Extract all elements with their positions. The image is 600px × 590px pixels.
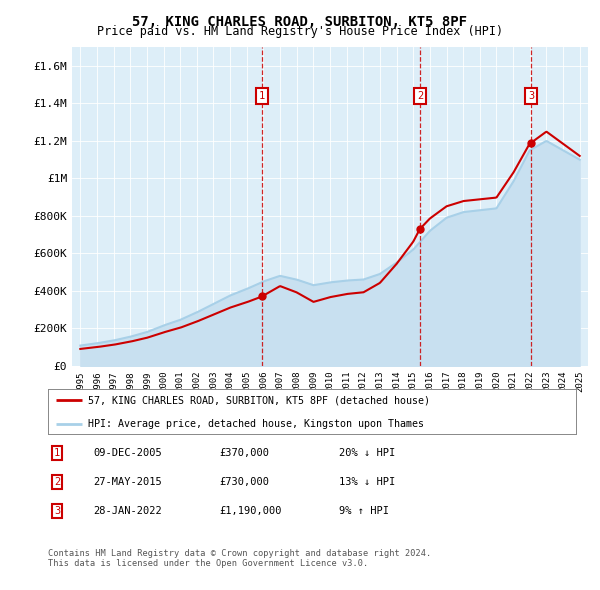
Text: 3: 3	[54, 506, 60, 516]
Text: Price paid vs. HM Land Registry's House Price Index (HPI): Price paid vs. HM Land Registry's House …	[97, 25, 503, 38]
Text: £1,190,000: £1,190,000	[219, 506, 281, 516]
Text: £730,000: £730,000	[219, 477, 269, 487]
Text: 27-MAY-2015: 27-MAY-2015	[93, 477, 162, 487]
Text: 09-DEC-2005: 09-DEC-2005	[93, 448, 162, 458]
Text: Contains HM Land Registry data © Crown copyright and database right 2024.: Contains HM Land Registry data © Crown c…	[48, 549, 431, 558]
Text: 2: 2	[54, 477, 60, 487]
Text: 57, KING CHARLES ROAD, SURBITON, KT5 8PF: 57, KING CHARLES ROAD, SURBITON, KT5 8PF	[133, 15, 467, 29]
Text: 57, KING CHARLES ROAD, SURBITON, KT5 8PF (detached house): 57, KING CHARLES ROAD, SURBITON, KT5 8PF…	[88, 395, 430, 405]
Text: 1: 1	[259, 91, 265, 101]
Text: 28-JAN-2022: 28-JAN-2022	[93, 506, 162, 516]
Text: This data is licensed under the Open Government Licence v3.0.: This data is licensed under the Open Gov…	[48, 559, 368, 568]
Text: 20% ↓ HPI: 20% ↓ HPI	[339, 448, 395, 458]
Text: £370,000: £370,000	[219, 448, 269, 458]
Text: 2: 2	[417, 91, 423, 101]
Text: 13% ↓ HPI: 13% ↓ HPI	[339, 477, 395, 487]
Text: 1: 1	[54, 448, 60, 458]
Text: 3: 3	[528, 91, 534, 101]
Text: HPI: Average price, detached house, Kingston upon Thames: HPI: Average price, detached house, King…	[88, 419, 424, 429]
Text: 9% ↑ HPI: 9% ↑ HPI	[339, 506, 389, 516]
